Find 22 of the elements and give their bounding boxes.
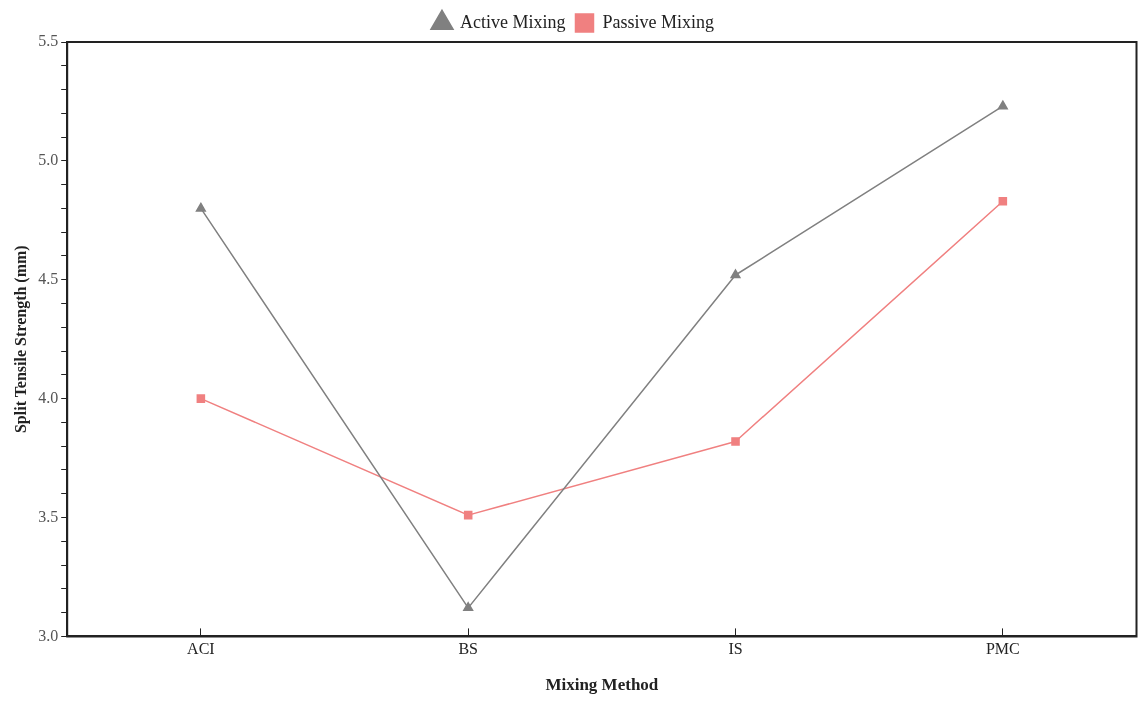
y-tick-label: 3.5 (38, 507, 59, 525)
x-tick-label: IS (728, 640, 743, 658)
point (730, 269, 741, 279)
point (731, 437, 740, 446)
point (196, 394, 206, 403)
y-tick-label: 4.0 (38, 388, 59, 406)
x-tick-label: BS (458, 640, 478, 658)
x-axis-title: Mixing Method (545, 675, 659, 695)
point (463, 510, 473, 520)
x-tick-label: ACI (187, 640, 215, 658)
point (463, 602, 474, 612)
legend-label: Active Mixing (460, 11, 566, 32)
point (997, 100, 1008, 110)
y-axis-title: Split Tensile Strength (mm) (11, 245, 30, 434)
x-tick-label: PMC (985, 640, 1020, 658)
point (195, 202, 206, 212)
y-tick-label: 5.0 (38, 151, 59, 169)
y-tick-label: 4.5 (38, 269, 59, 287)
legend-label: Passive Mixing (602, 11, 715, 32)
point (998, 197, 1008, 206)
y-tick-label: 5.5 (38, 32, 59, 50)
y-tick-label: 3.0 (38, 626, 59, 644)
